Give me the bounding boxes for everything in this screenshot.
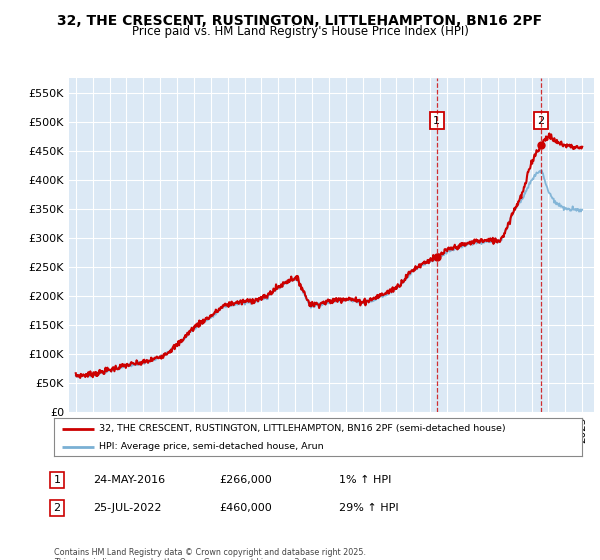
Text: Price paid vs. HM Land Registry's House Price Index (HPI): Price paid vs. HM Land Registry's House … — [131, 25, 469, 38]
Text: 29% ↑ HPI: 29% ↑ HPI — [339, 503, 398, 513]
Text: 24-MAY-2016: 24-MAY-2016 — [93, 475, 165, 485]
Text: 2: 2 — [53, 503, 61, 513]
Text: 25-JUL-2022: 25-JUL-2022 — [93, 503, 161, 513]
Text: 1% ↑ HPI: 1% ↑ HPI — [339, 475, 391, 485]
Text: £460,000: £460,000 — [219, 503, 272, 513]
Text: 32, THE CRESCENT, RUSTINGTON, LITTLEHAMPTON, BN16 2PF (semi-detached house): 32, THE CRESCENT, RUSTINGTON, LITTLEHAMP… — [99, 424, 506, 433]
Text: 2: 2 — [538, 116, 545, 125]
Text: £266,000: £266,000 — [219, 475, 272, 485]
Text: 1: 1 — [53, 475, 61, 485]
Text: 1: 1 — [433, 116, 440, 125]
Text: Contains HM Land Registry data © Crown copyright and database right 2025.
This d: Contains HM Land Registry data © Crown c… — [54, 548, 366, 560]
Text: HPI: Average price, semi-detached house, Arun: HPI: Average price, semi-detached house,… — [99, 442, 323, 451]
Text: 32, THE CRESCENT, RUSTINGTON, LITTLEHAMPTON, BN16 2PF: 32, THE CRESCENT, RUSTINGTON, LITTLEHAMP… — [58, 14, 542, 28]
